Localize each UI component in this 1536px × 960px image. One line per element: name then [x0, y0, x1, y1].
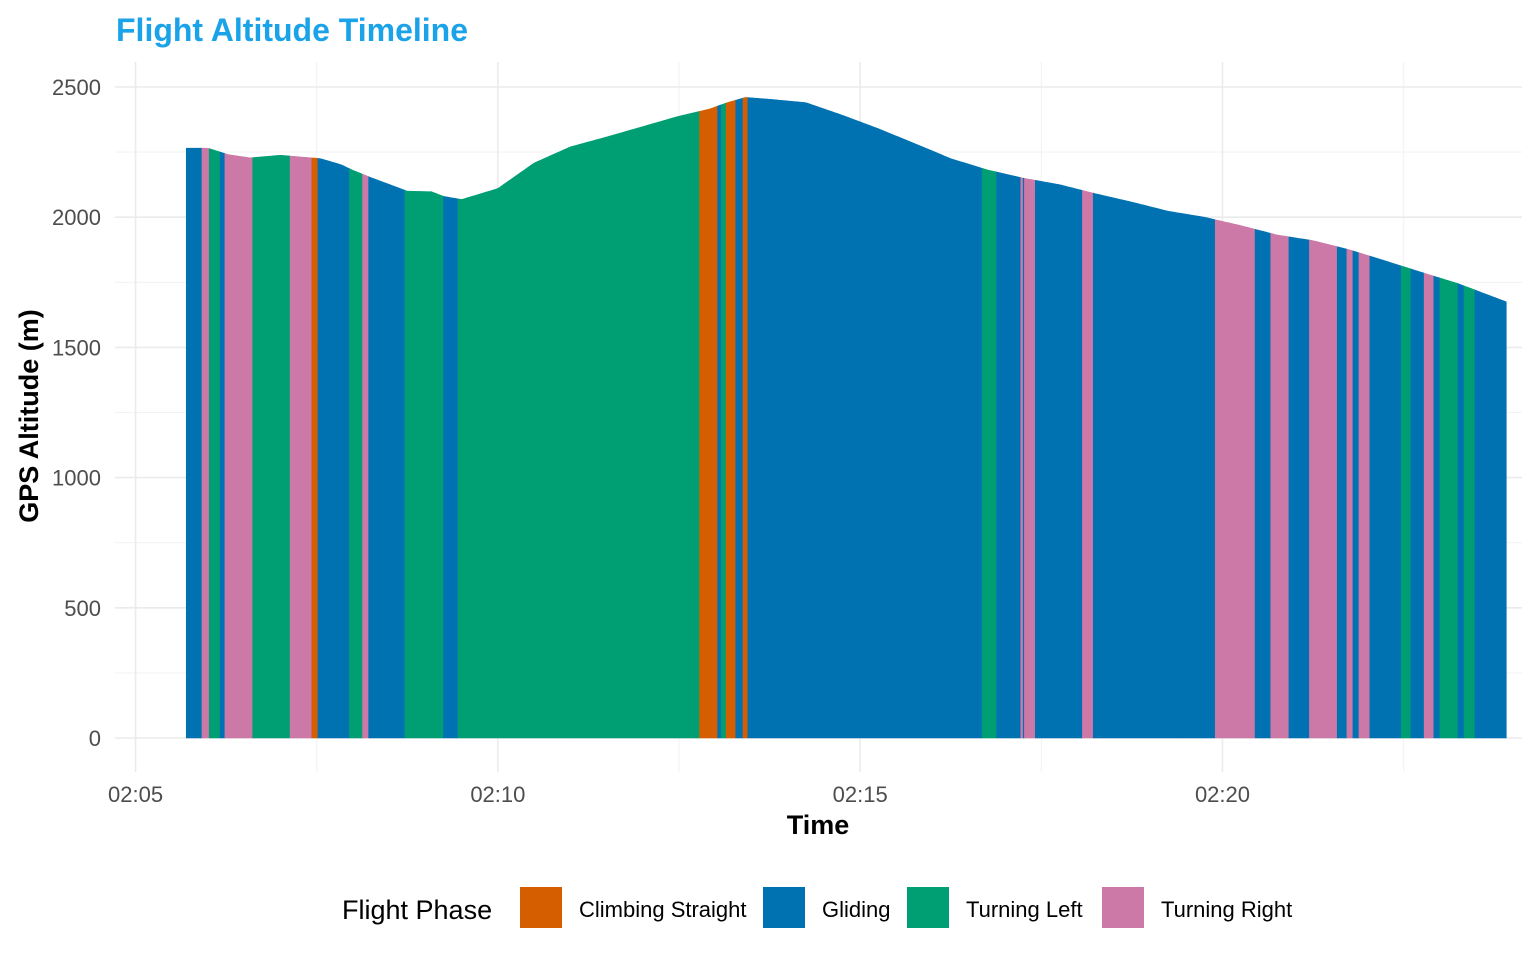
y-tick-label: 500	[64, 596, 101, 621]
x-axis-tick-labels: 02:05 02:10 02:15 02:20	[108, 782, 1250, 807]
legend-label: Turning Left	[966, 897, 1083, 922]
phase-band-turning-right	[1024, 178, 1036, 739]
phase-band-turning-right	[224, 153, 253, 739]
phase-band-gliding	[747, 97, 983, 739]
y-tick-label: 2500	[52, 75, 101, 100]
phase-band-turning-left	[457, 146, 572, 739]
phase-band-turning-left	[720, 102, 727, 739]
y-tick-label: 2000	[52, 205, 101, 230]
phase-band-gliding	[1092, 192, 1182, 739]
phase-band-turning-right	[362, 173, 369, 739]
y-tick-label: 1000	[52, 466, 101, 491]
phase-band-gliding	[1181, 213, 1216, 739]
legend-label: Turning Right	[1161, 897, 1292, 922]
legend-key-gliding	[763, 887, 805, 928]
y-axis-tick-labels: 0 500 1000 1500 2000 2500	[52, 75, 101, 751]
phase-band-turning-right	[1309, 239, 1333, 739]
phase-band-gliding	[1433, 275, 1441, 739]
chart-title: Flight Altitude Timeline	[116, 12, 468, 48]
phase-band-gliding	[996, 171, 1022, 739]
phase-band-gliding	[1369, 255, 1402, 739]
legend-label: Gliding	[822, 897, 890, 922]
legend: Flight Phase Climbing Straight Gliding Tur…	[342, 887, 1292, 928]
phase-band-gliding	[1352, 250, 1360, 739]
phase-band-turning-left	[1470, 288, 1476, 739]
phase-band-gliding	[1288, 236, 1310, 739]
phase-band-climbing-straight	[742, 97, 749, 739]
x-tick-label: 02:20	[1195, 782, 1250, 807]
phase-band-turning-left	[208, 148, 221, 739]
phase-band-turning-left	[404, 189, 432, 739]
phase-band-turning-right	[1270, 232, 1290, 739]
phase-band-gliding	[1410, 268, 1425, 739]
phase-band-gliding	[717, 104, 722, 739]
phase-band-turning-right	[1020, 177, 1024, 739]
phase-bands	[185, 97, 1507, 739]
phase-band-turning-right	[1423, 272, 1435, 739]
y-tick-label: 0	[89, 726, 101, 751]
phase-band-turning-left	[1400, 265, 1412, 739]
phase-band-turning-left	[252, 154, 291, 739]
y-tick-label: 1500	[52, 335, 101, 360]
phase-band-gliding	[317, 158, 350, 739]
phase-band-gliding	[219, 151, 226, 739]
phase-band-gliding	[1457, 283, 1465, 739]
legend-title: Flight Phase	[342, 895, 492, 925]
legend-key-climbing-straight	[520, 887, 562, 928]
phase-band-climbing-straight	[725, 99, 737, 739]
legend-key-turning-right	[1102, 887, 1144, 928]
phase-band-turning-right	[1082, 190, 1094, 739]
legend-label: Climbing Straight	[579, 897, 747, 922]
phase-band-climbing-straight	[311, 157, 319, 739]
phase-band-turning-left	[349, 168, 363, 739]
phase-band-gliding	[443, 196, 459, 739]
y-axis-title: GPS Altitude (m)	[14, 309, 44, 523]
phase-band-turning-left	[1439, 277, 1459, 739]
phase-band-gliding	[1034, 179, 1083, 739]
phase-band-climbing-straight	[699, 105, 718, 739]
phase-band-turning-right	[1346, 248, 1354, 739]
phase-band-turning-left	[1463, 285, 1472, 739]
phase-band-turning-left	[571, 111, 700, 739]
phase-band-turning-left	[431, 191, 444, 739]
phase-band-gliding	[1336, 246, 1348, 739]
phase-band-turning-right	[289, 155, 313, 739]
phase-band-turning-left	[981, 167, 997, 739]
phase-band-gliding	[368, 176, 406, 739]
phase-band-gliding	[185, 147, 203, 739]
legend-key-turning-left	[907, 887, 949, 928]
phase-band-gliding	[1254, 228, 1272, 739]
phase-band-turning-right	[1358, 252, 1371, 739]
phase-band-gliding	[735, 97, 744, 739]
x-tick-label: 02:10	[470, 782, 525, 807]
x-tick-label: 02:15	[833, 782, 888, 807]
x-axis-title: Time	[787, 810, 850, 840]
phase-band-turning-right	[201, 147, 210, 739]
phase-band-turning-right	[1214, 219, 1256, 739]
phase-band-turning-right	[1332, 245, 1338, 739]
x-tick-label: 02:05	[108, 782, 163, 807]
phase-band-gliding	[1474, 289, 1507, 739]
